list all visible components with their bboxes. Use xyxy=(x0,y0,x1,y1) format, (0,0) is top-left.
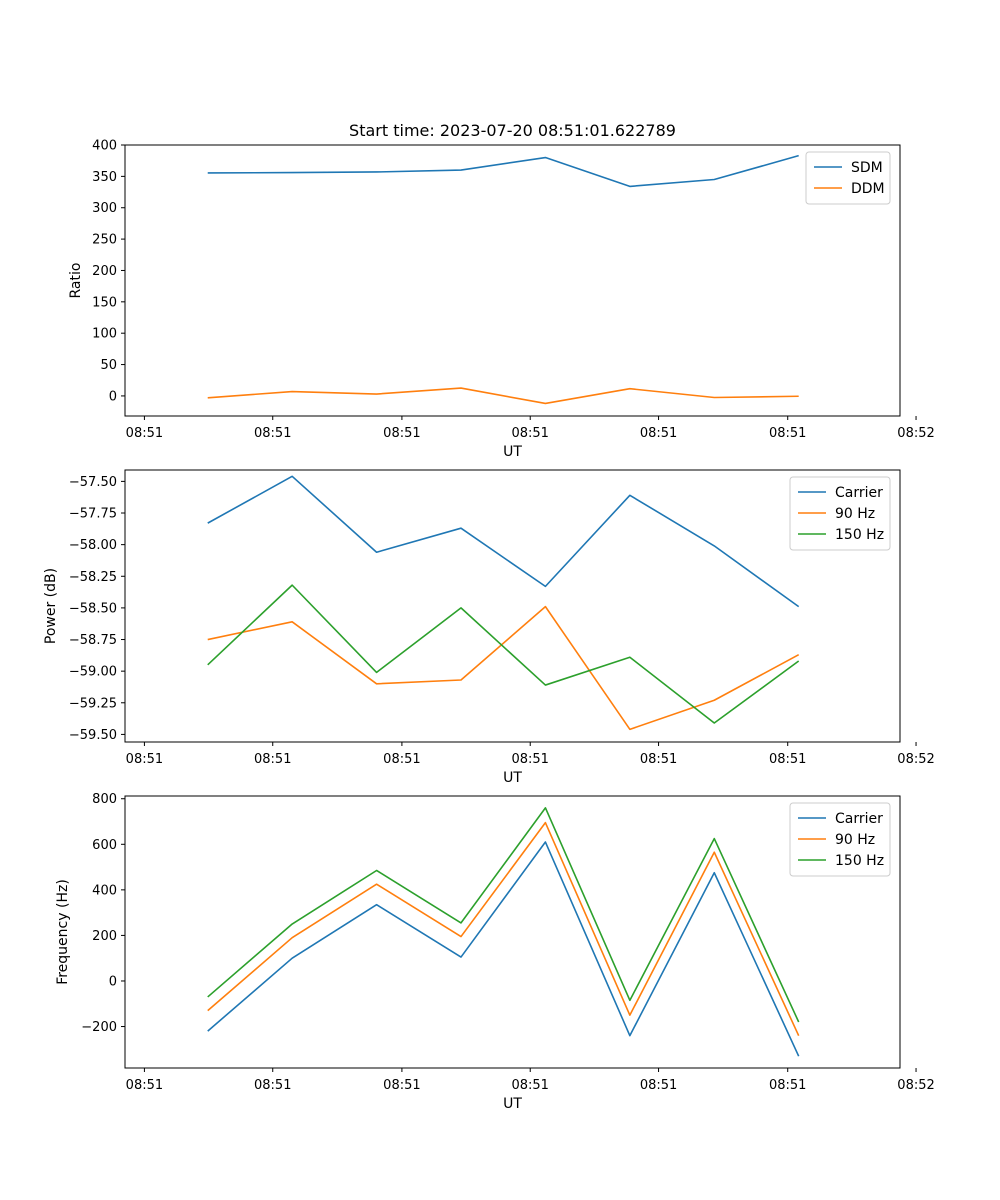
chart-1-x-axis-label: UT xyxy=(503,770,522,786)
chart-1-y-tick-label: −59.50 xyxy=(69,728,117,743)
chart-2-y-tick-label: 600 xyxy=(92,838,117,853)
chart-1-axes-frame xyxy=(124,469,901,743)
subplot-power: 08:51 08:51 08:51 08:51 08:51 08:51 08:52 −59.5… xyxy=(43,469,935,786)
chart-0-legend-box xyxy=(805,151,891,205)
chart-0-y-tick-label: 250 xyxy=(92,233,117,248)
chart-1-y-tick-label: −59.25 xyxy=(69,696,117,711)
chart-0-legend-label: SDM xyxy=(851,160,883,176)
chart-1-y-tick-label: −58.25 xyxy=(69,570,117,585)
chart-2-y-axis-label: Frequency (Hz) xyxy=(55,879,71,985)
chart-0-x-tick-label: 08:51 xyxy=(511,426,548,441)
subplot-frequency: 08:51 08:51 08:51 08:51 08:51 08:51 08:52 −200 0… xyxy=(55,792,935,1112)
chart-2-y-tick-label: 0 xyxy=(109,974,117,989)
chart-2-legend-label: 90 Hz xyxy=(835,832,875,848)
chart-2-legend-label: 150 Hz xyxy=(835,853,884,869)
chart-0-x-tick-label: 08:51 xyxy=(640,426,677,441)
chart-2-x-tick-label: 08:51 xyxy=(769,1078,806,1093)
chart-1-y-tick-label: −59.00 xyxy=(69,665,117,680)
chart-1-y-tick-label: −57.75 xyxy=(69,507,117,522)
chart-2-y-tick-label: 200 xyxy=(92,929,117,944)
chart-1-legend-box xyxy=(789,476,891,551)
chart-0-y-tick-label: 350 xyxy=(92,170,117,185)
chart-0-y-tick-label: 0 xyxy=(109,389,117,404)
chart-1-x-tick-label: 08:52 xyxy=(897,752,934,767)
chart-2-legend-box xyxy=(789,802,891,877)
chart-2-axes-frame xyxy=(124,795,901,1069)
chart-2-series-line-90-hz xyxy=(207,821,800,1036)
chart-1-y-axis-label: Power (dB) xyxy=(43,568,59,644)
chart-0-y-tick-label: 400 xyxy=(92,139,117,154)
chart-1-legend-label: Carrier xyxy=(835,485,883,501)
chart-2-x-tick-label: 08:51 xyxy=(254,1078,291,1093)
chart-0-series-line-sdm xyxy=(207,154,799,188)
chart-0-x-tick-label: 08:52 xyxy=(897,426,934,441)
chart-2-y-tick-label: 400 xyxy=(92,883,117,898)
chart-0-y-tick-label: 200 xyxy=(92,264,117,279)
chart-0-y-tick-label: 300 xyxy=(92,201,117,216)
chart-1-x-tick-label: 08:51 xyxy=(383,752,420,767)
chart-1-series-line-90-hz xyxy=(207,605,800,731)
chart-1-y-tick-label: −58.00 xyxy=(69,538,117,553)
chart-2-x-tick-label: 08:51 xyxy=(383,1078,420,1093)
chart-2-y-tick-label: 800 xyxy=(92,792,117,807)
chart-1-y-tick-label: −58.50 xyxy=(69,601,117,616)
chart-0-legend-label: DDM xyxy=(851,181,885,197)
chart-2-series-line-150-hz xyxy=(207,807,800,1023)
chart-0-series-line-ddm xyxy=(207,387,799,405)
chart-1-series-line-150-hz xyxy=(207,584,800,724)
chart-0-x-axis-label: UT xyxy=(503,444,522,460)
chart-0-y-tick-label: 100 xyxy=(92,327,117,342)
chart-0-title: Start time: 2023-07-20 08:51:01.622789 xyxy=(349,121,676,140)
chart-2-legend: Carrier 90 Hz 150 Hz xyxy=(789,802,891,877)
chart-0-y-axis-label: Ratio xyxy=(68,263,84,299)
chart-1-legend-label: 150 Hz xyxy=(835,527,884,543)
chart-0-y-tick-label: 150 xyxy=(92,295,117,310)
chart-1-x-tick-label: 08:51 xyxy=(126,752,163,767)
chart-2-x-tick-label: 08:51 xyxy=(511,1078,548,1093)
chart-2-x-tick-label: 08:52 xyxy=(897,1078,934,1093)
chart-1-y-tick-label: −57.50 xyxy=(69,475,117,490)
chart-1-legend: Carrier 90 Hz 150 Hz xyxy=(789,476,891,551)
chart-0-x-tick-label: 08:51 xyxy=(769,426,806,441)
subplot-ratio: 08:51 08:51 08:51 08:51 08:51 08:51 08:52 0 50 10… xyxy=(68,121,935,460)
chart-1-x-tick-label: 08:51 xyxy=(769,752,806,767)
chart-0-x-tick-label: 08:51 xyxy=(254,426,291,441)
chart-0-y-tick-label: 50 xyxy=(100,358,117,373)
chart-2-x-tick-label: 08:51 xyxy=(640,1078,677,1093)
chart-1-x-tick-label: 08:51 xyxy=(254,752,291,767)
chart-2-x-tick-label: 08:51 xyxy=(126,1078,163,1093)
chart-1-y-tick-label: −58.75 xyxy=(69,633,117,648)
chart-2-legend-label: Carrier xyxy=(835,811,883,827)
chart-1-legend-label: 90 Hz xyxy=(835,506,875,522)
chart-2-y-tick-label: −200 xyxy=(81,1020,117,1035)
chart-1-x-tick-label: 08:51 xyxy=(511,752,548,767)
chart-0-legend: SDM DDM xyxy=(805,151,891,205)
chart-1-series-line-carrier xyxy=(207,475,800,608)
chart-0-x-tick-label: 08:51 xyxy=(383,426,420,441)
chart-2-x-axis-label: UT xyxy=(503,1096,522,1112)
chart-0-axes-frame xyxy=(124,144,901,417)
chart-0-x-tick-label: 08:51 xyxy=(126,426,163,441)
chart-1-x-tick-label: 08:51 xyxy=(640,752,677,767)
chart-2-series-line-carrier xyxy=(207,841,800,1057)
